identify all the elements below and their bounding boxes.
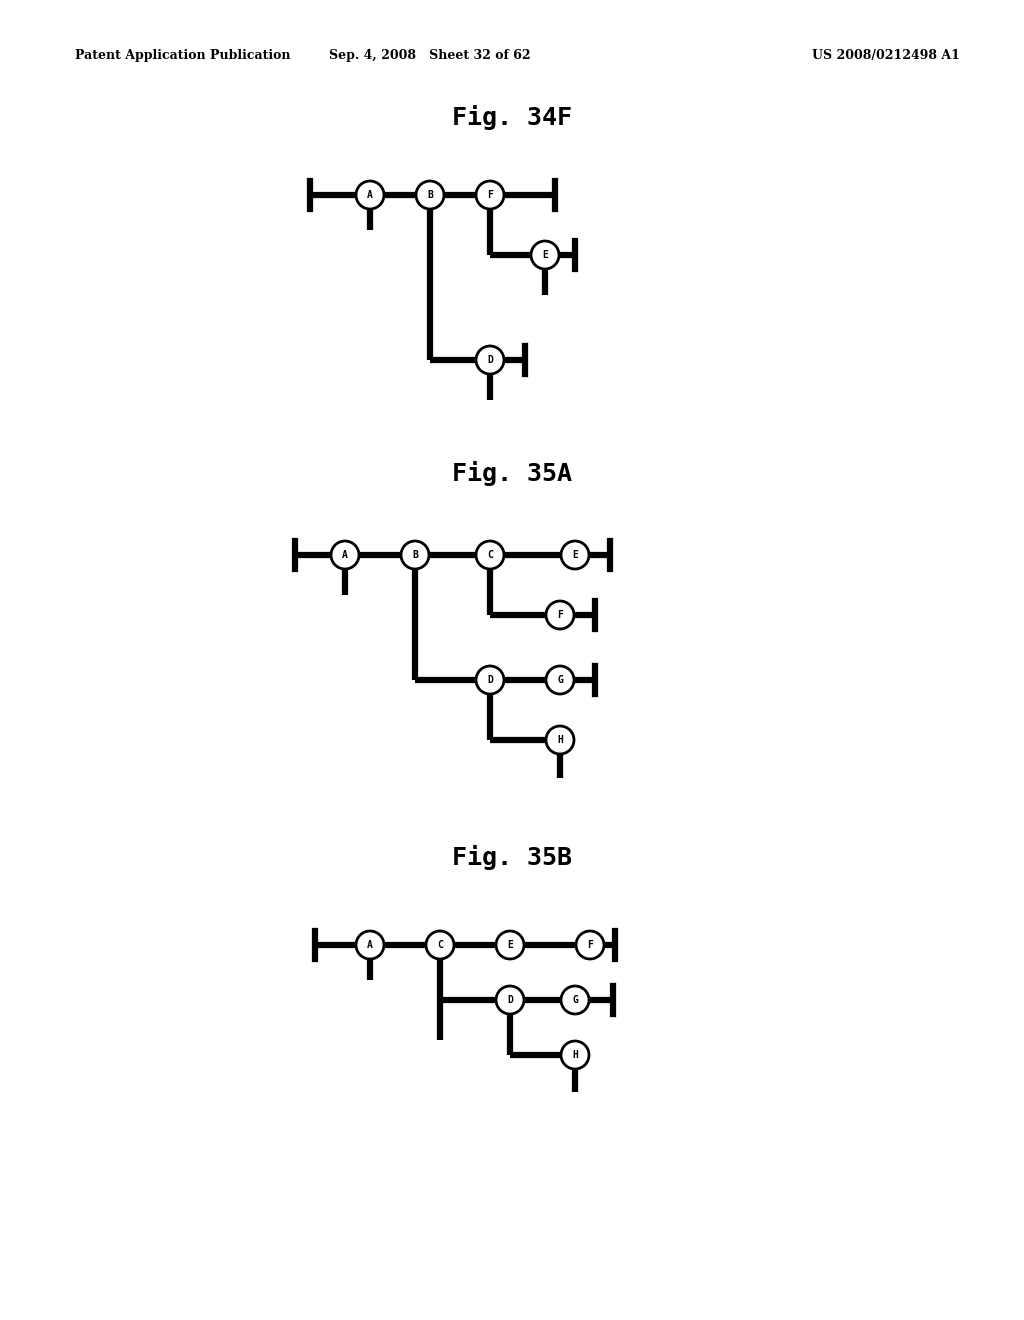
Circle shape (331, 541, 359, 569)
Text: E: E (572, 550, 578, 560)
Circle shape (401, 541, 429, 569)
Text: D: D (487, 355, 493, 366)
Text: A: A (367, 190, 373, 201)
Circle shape (575, 931, 604, 960)
Text: Sep. 4, 2008   Sheet 32 of 62: Sep. 4, 2008 Sheet 32 of 62 (329, 49, 530, 62)
Circle shape (546, 726, 574, 754)
Circle shape (356, 931, 384, 960)
Text: C: C (437, 940, 443, 950)
Circle shape (476, 667, 504, 694)
Circle shape (546, 667, 574, 694)
Circle shape (546, 601, 574, 630)
Text: D: D (507, 995, 513, 1005)
Circle shape (531, 242, 559, 269)
Text: Fig. 35B: Fig. 35B (452, 846, 572, 870)
Text: B: B (412, 550, 418, 560)
Text: G: G (572, 995, 578, 1005)
Text: H: H (557, 735, 563, 744)
Text: C: C (487, 550, 493, 560)
Text: US 2008/0212498 A1: US 2008/0212498 A1 (812, 49, 961, 62)
Text: D: D (487, 675, 493, 685)
Circle shape (561, 986, 589, 1014)
Text: Fig. 34F: Fig. 34F (452, 106, 572, 131)
Circle shape (426, 931, 454, 960)
Text: Patent Application Publication: Patent Application Publication (75, 49, 291, 62)
Text: H: H (572, 1049, 578, 1060)
Circle shape (356, 181, 384, 209)
Circle shape (476, 346, 504, 374)
Text: B: B (427, 190, 433, 201)
Circle shape (416, 181, 444, 209)
Circle shape (476, 541, 504, 569)
Text: E: E (507, 940, 513, 950)
Circle shape (476, 181, 504, 209)
Text: F: F (557, 610, 563, 620)
Text: F: F (587, 940, 593, 950)
Circle shape (561, 1041, 589, 1069)
Circle shape (561, 541, 589, 569)
Text: E: E (542, 249, 548, 260)
Text: A: A (342, 550, 348, 560)
Text: G: G (557, 675, 563, 685)
Text: F: F (487, 190, 493, 201)
Text: A: A (367, 940, 373, 950)
Text: Fig. 35A: Fig. 35A (452, 461, 572, 486)
Circle shape (496, 931, 524, 960)
Circle shape (496, 986, 524, 1014)
